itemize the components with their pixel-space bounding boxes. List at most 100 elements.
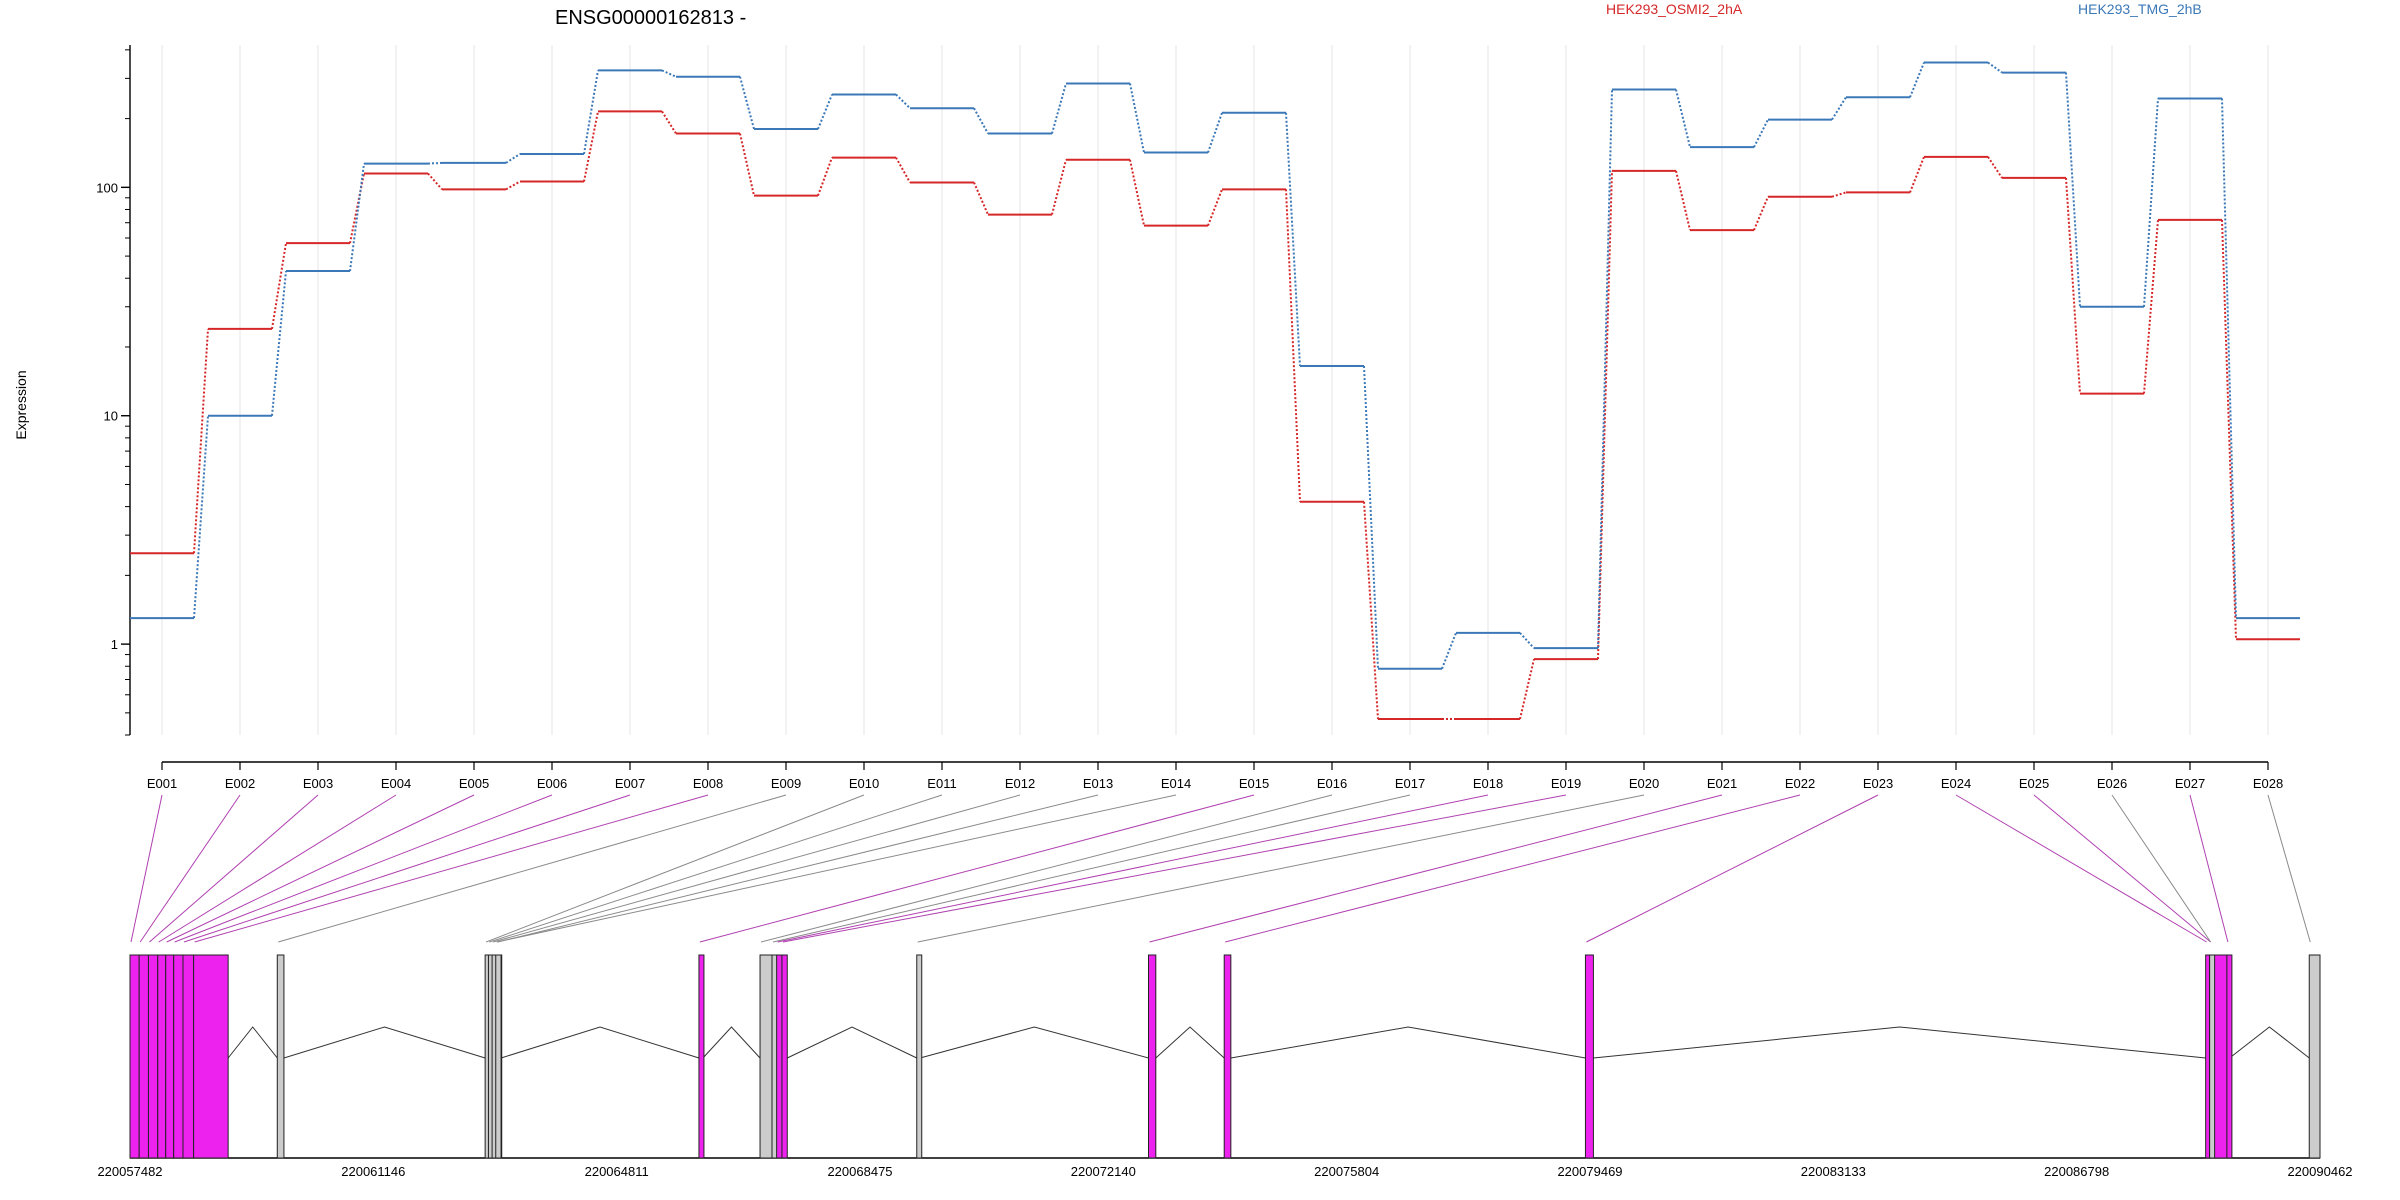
x-tick-label-E013: E013 <box>1083 776 1113 791</box>
y-axis-label: Expression <box>13 370 29 439</box>
x-tick-label-E005: E005 <box>459 776 489 791</box>
series-connector-E020 <box>1675 89 1691 148</box>
x-tick-label-E002: E002 <box>225 776 255 791</box>
exon-link-E017 <box>772 794 1411 943</box>
x-tick-label-E010: E010 <box>849 776 879 791</box>
x-tick-label-E012: E012 <box>1005 776 1035 791</box>
series-connector-E020 <box>1675 170 1691 231</box>
intron-line-4 <box>702 1026 761 1059</box>
series-connector-E002 <box>271 242 287 330</box>
exon-link-E018 <box>777 794 1489 943</box>
exon-link-E010 <box>485 794 865 943</box>
series-connector-E025 <box>2065 72 2081 307</box>
chart-title: ENSG00000162813 - <box>555 7 746 29</box>
exon-link-E005 <box>166 794 475 943</box>
series-connector-E015 <box>1285 189 1301 502</box>
coordinate-label-220061146: 220061146 <box>341 1164 405 1179</box>
exon-link-E007 <box>183 794 631 943</box>
x-tick-label-E014: E014 <box>1161 776 1191 791</box>
x-tick-label-E024: E024 <box>1941 776 1971 791</box>
intron-line-6 <box>919 1026 1149 1059</box>
x-tick-label-E026: E026 <box>2097 776 2127 791</box>
exon-block-E023 <box>1584 954 1594 1159</box>
series-connector-E008 <box>739 133 755 196</box>
exon-block-E001 <box>129 954 140 1159</box>
x-tick-label-E020: E020 <box>1629 776 1659 791</box>
x-tick-label-E006: E006 <box>537 776 567 791</box>
x-tick-label-E021: E021 <box>1707 776 1737 791</box>
y-tick-label-100: 100 <box>96 180 118 195</box>
exon-block-E020 <box>916 954 923 1159</box>
series-connector-E016 <box>1363 366 1379 669</box>
series-connector-E006 <box>583 111 599 182</box>
coordinate-label-220086798: 220086798 <box>2044 1164 2109 1179</box>
exon-block-E015 <box>698 954 705 1159</box>
intron-line-5 <box>787 1026 917 1059</box>
series-connector-E002 <box>271 270 287 416</box>
exon-block-E022 <box>1223 954 1232 1159</box>
series-connector-E004 <box>427 161 443 165</box>
exon-link-E024 <box>1955 794 2207 943</box>
genomic-coordinate-labels: 220057482 220061146 220064811 220068475 2200… <box>97 1164 2352 1179</box>
x-tick-label-E017: E017 <box>1395 776 1425 791</box>
exon-link-E021 <box>1149 794 1723 943</box>
series-connector-E004 <box>427 172 443 191</box>
coordinate-label-220090462: 220090462 <box>2287 1164 2352 1179</box>
coordinate-label-220064811: 220064811 <box>585 1164 649 1179</box>
intron-line-10 <box>2229 1026 2310 1059</box>
series-connector-E026 <box>2143 98 2159 307</box>
x-tick-label-E009: E009 <box>771 776 801 791</box>
series-lines <box>130 61 2300 721</box>
series-connector-E023 <box>1909 62 1925 98</box>
exon-link-E019 <box>782 794 1567 943</box>
exon-block-E009 <box>276 954 285 1159</box>
series-connector-E001 <box>193 415 209 619</box>
exon-link-E009 <box>278 794 787 943</box>
exon-block-E021 <box>1148 954 1157 1159</box>
x-tick-label-E019: E019 <box>1551 776 1581 791</box>
exon-block-E008 <box>193 954 229 1159</box>
series-connector-E011 <box>973 107 989 135</box>
exon-link-E015 <box>699 794 1255 943</box>
grid-lines <box>161 45 2269 735</box>
exon-block-E004 <box>157 954 167 1159</box>
series-connector-E016 <box>1363 501 1379 720</box>
x-tick-label-E003: E003 <box>303 776 333 791</box>
legend-entry-osmi: HEK293_OSMI2_2hA <box>1606 1 1743 17</box>
exon-link-E016 <box>760 794 1333 943</box>
exon-link-E020 <box>917 794 1645 943</box>
exon-block-E003 <box>147 954 159 1159</box>
axes <box>129 45 2268 763</box>
exon-link-E025 <box>2033 794 2211 943</box>
series-connector-E003 <box>349 173 365 244</box>
series-connector-E012 <box>1051 159 1067 215</box>
exon-link-E006 <box>174 794 553 943</box>
exon-block-E026 <box>2209 954 2216 1159</box>
series-connector-E007 <box>661 110 677 135</box>
x-tick-label-E025: E025 <box>2019 776 2049 791</box>
series-connector-E010 <box>895 93 911 109</box>
exon-block-E007 <box>182 954 195 1159</box>
exon-link-E008 <box>194 794 709 943</box>
exon-link-lines <box>130 794 2311 943</box>
x-tick-label-E007: E007 <box>615 776 645 791</box>
exon-block-E006 <box>173 954 184 1159</box>
series-connector-E018 <box>1519 658 1535 720</box>
series-connector-E009 <box>817 157 833 196</box>
y-tick-label-10: 10 <box>104 409 118 424</box>
series-connector-E024 <box>1987 61 2003 74</box>
series-connector-E015 <box>1285 112 1301 367</box>
series-connector-E013 <box>1129 83 1145 153</box>
coordinate-label-220079469: 220079469 <box>1557 1164 1622 1179</box>
exon-link-E013 <box>497 794 1099 943</box>
x-tick-label-E028: E028 <box>2253 776 2283 791</box>
series-connector-E021 <box>1753 196 1769 231</box>
exon-block-E002 <box>138 954 149 1159</box>
coordinate-label-220083133: 220083133 <box>1801 1164 1866 1179</box>
intron-line-8 <box>1230 1026 1586 1059</box>
exon-block-E027 <box>2226 954 2233 1159</box>
coordinate-label-220072140: 220072140 <box>1071 1164 1136 1179</box>
x-tick-label-E001: E001 <box>147 776 177 791</box>
intron-line-9 <box>1593 1026 2206 1059</box>
intron-line-1 <box>227 1026 278 1059</box>
